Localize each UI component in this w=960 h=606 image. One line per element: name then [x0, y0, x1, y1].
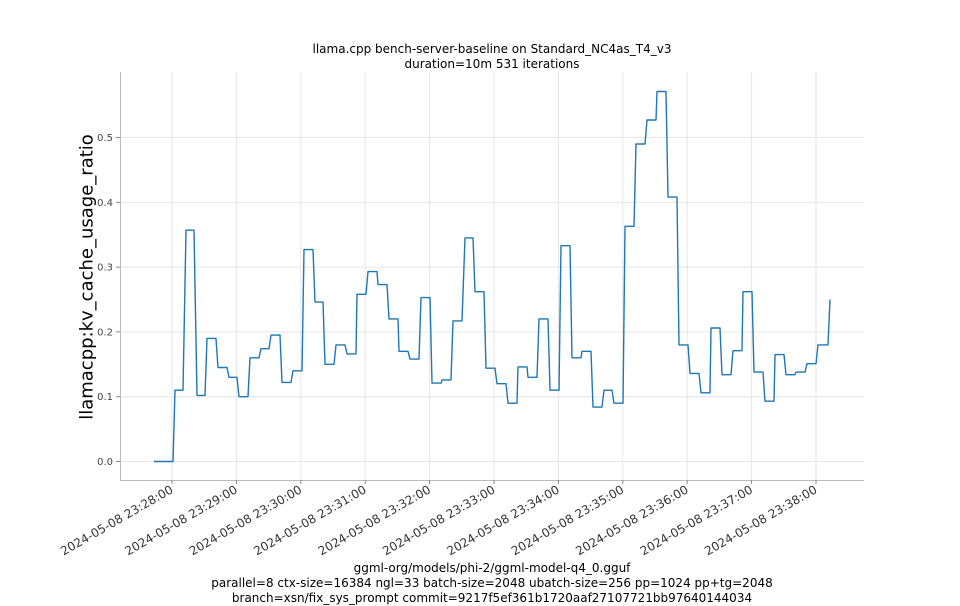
y-tick-label: 0.3: [97, 263, 113, 274]
axes: [120, 72, 864, 481]
chart-subtitle: duration=10m 531 iterations: [404, 57, 580, 71]
x-tick-label: 2024-05-08 23:29:00: [123, 482, 240, 558]
y-tick-label: 0.4: [97, 198, 113, 209]
x-tick-label: 2024-05-08 23:35:00: [509, 482, 626, 558]
x-axis-label-branch: branch=xsn/fix_sys_prompt commit=9217f5e…: [231, 591, 753, 605]
grid-lines: [121, 72, 864, 480]
kv-cache-usage-line: [154, 90, 831, 463]
x-tick-label: 2024-05-08 23:28:00: [58, 482, 175, 558]
x-tick-label: 2024-05-08 23:31:00: [251, 482, 368, 558]
y-tick-label: 0.1: [97, 392, 113, 403]
x-tick-label: 2024-05-08 23:38:00: [702, 482, 819, 558]
chart-title: llama.cpp bench-server-baseline on Stand…: [312, 42, 672, 56]
x-axis-label-params: parallel=8 ctx-size=16384 ngl=33 batch-s…: [211, 576, 773, 590]
y-tick-label: 0.2: [97, 327, 113, 338]
x-tick-label: 2024-05-08 23:33:00: [380, 482, 497, 558]
x-tick-label: 2024-05-08 23:37:00: [638, 482, 755, 558]
y-ticks: 0.0 0.1 0.2 0.3 0.4 0.5: [97, 133, 120, 468]
y-tick-label: 0.5: [97, 133, 113, 144]
x-axis-label-model: ggml-org/models/phi-2/ggml-model-q4_0.gg…: [353, 561, 631, 575]
y-tick-label: 0.0: [97, 457, 113, 468]
x-tick-label: 2024-05-08 23:30:00: [187, 482, 304, 558]
x-tick-label: 2024-05-08 23:32:00: [316, 482, 433, 558]
x-tick-label: 2024-05-08 23:36:00: [573, 482, 690, 558]
x-tick-label: 2024-05-08 23:34:00: [445, 482, 562, 558]
